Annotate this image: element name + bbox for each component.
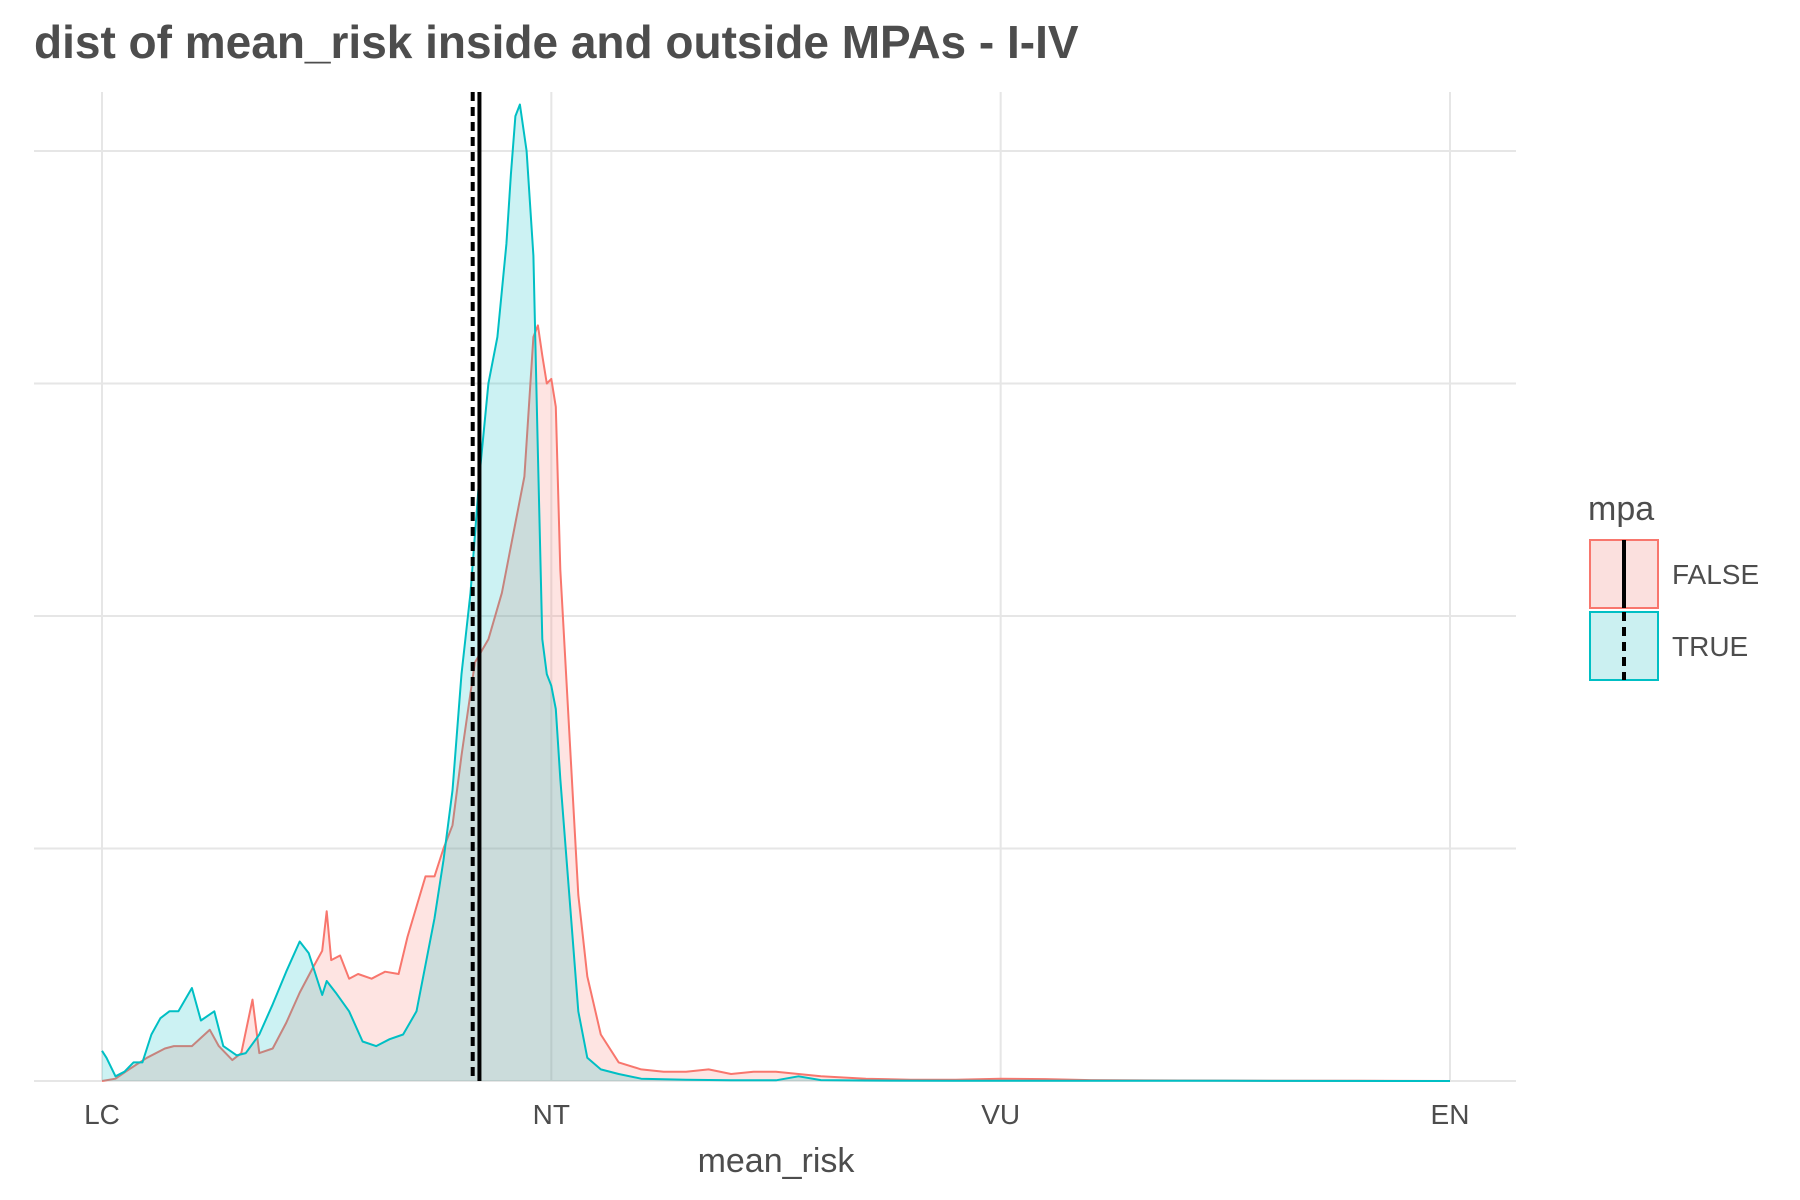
legend-label-true: TRUE — [1672, 631, 1748, 662]
density-line-false — [101, 324, 1451, 1082]
x-axis-ticks: LC NT VU EN — [84, 1099, 1469, 1130]
legend-items: FALSE TRUE — [1589, 539, 1759, 681]
x-gridlines — [101, 92, 1451, 1081]
legend-label-false: FALSE — [1672, 559, 1759, 590]
legend: mpa FALSE TRUE — [1588, 490, 1759, 681]
density-area-true — [102, 104, 1450, 1081]
x-tick-label-lc: LC — [84, 1099, 120, 1130]
mean-lines-layer — [470, 92, 482, 1081]
chart-title: dist of mean_risk inside and outside MPA… — [34, 16, 1079, 68]
x-tick-label-en: EN — [1431, 1099, 1470, 1130]
density-series-layer — [101, 103, 1451, 1082]
legend-item-true: TRUE — [1589, 611, 1748, 681]
density-line-true — [101, 103, 1451, 1082]
legend-title: mpa — [1588, 490, 1654, 528]
x-tick-label-vu: VU — [981, 1099, 1020, 1130]
x-axis-title: mean_risk — [698, 1142, 856, 1180]
x-tick-label-nt: NT — [533, 1099, 570, 1130]
legend-item-false: FALSE — [1589, 539, 1759, 609]
y-gridlines — [34, 150, 1516, 1082]
